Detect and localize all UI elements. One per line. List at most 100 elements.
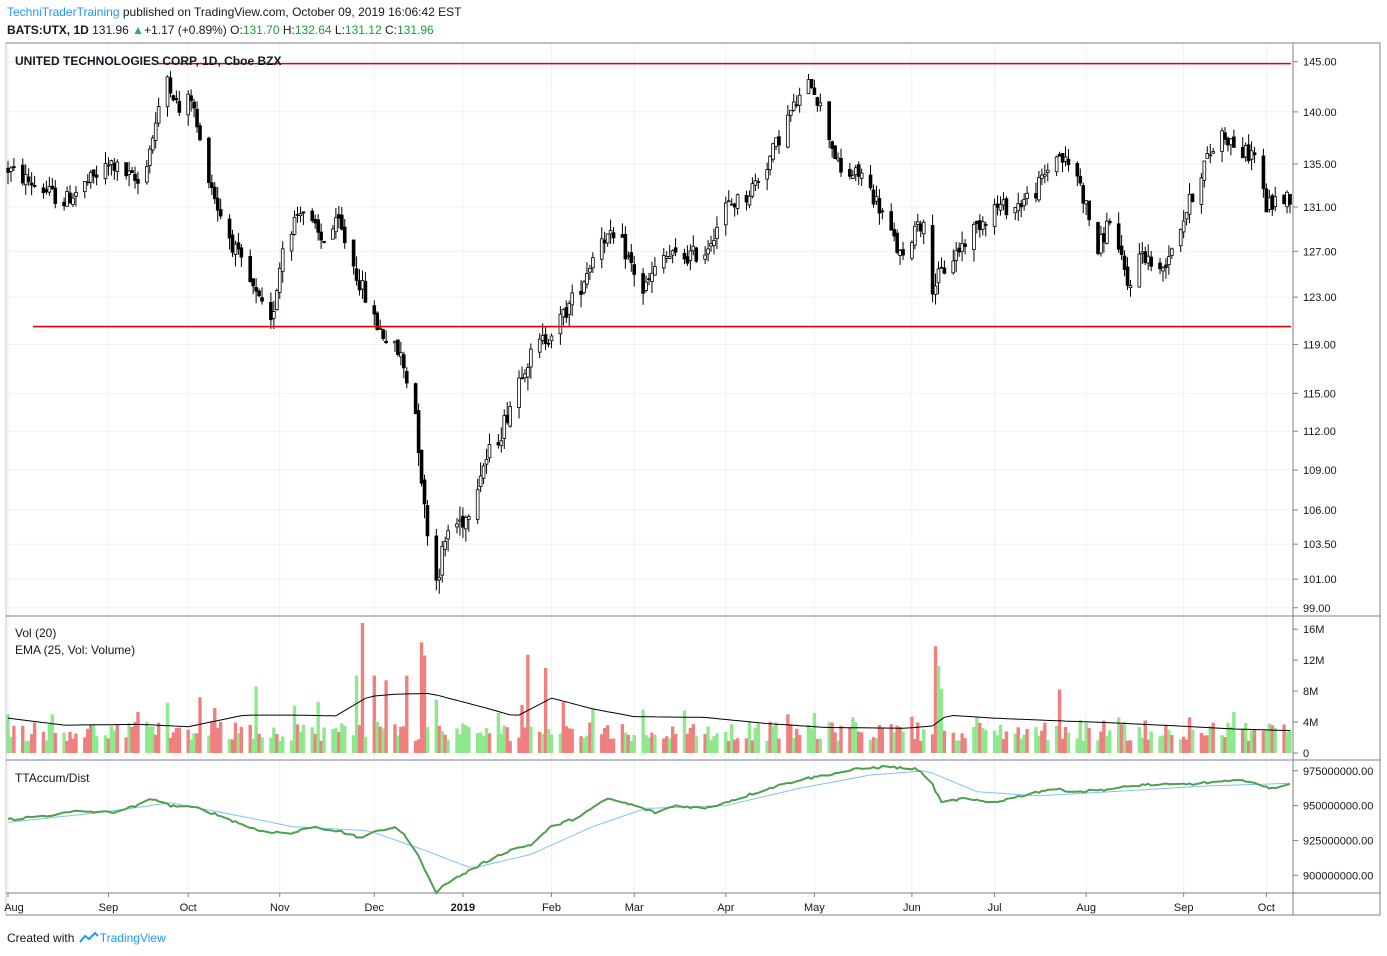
volume-bar	[1087, 728, 1091, 753]
candle-body	[1229, 138, 1233, 146]
candle-body	[1226, 137, 1230, 146]
candle-body	[877, 198, 882, 214]
candle-body	[567, 302, 572, 316]
candle-body	[313, 218, 318, 224]
candle-body	[298, 213, 303, 217]
volume-bar	[641, 709, 645, 753]
price-axis-label: 109.00	[1303, 465, 1337, 477]
candle-body	[322, 241, 326, 243]
volume-bar	[1102, 720, 1106, 753]
candle-body	[732, 203, 737, 208]
candle-body	[502, 415, 507, 439]
price-axis-label: 101.00	[1303, 574, 1337, 586]
candle-body	[94, 174, 99, 178]
candle-body	[570, 292, 574, 306]
volume-bar	[570, 728, 574, 753]
candle-body	[41, 187, 46, 194]
candle-body	[437, 576, 442, 581]
open-label: O:	[230, 23, 243, 37]
candle-body	[248, 256, 253, 282]
tradingview-link[interactable]: TradingView	[99, 931, 166, 945]
accum-dist-line	[7, 764, 1291, 895]
candle-body	[292, 216, 297, 235]
candle-body	[992, 204, 997, 227]
volume-bar	[995, 735, 1000, 753]
volume-bar	[334, 728, 338, 753]
candle-body	[978, 220, 982, 231]
volume-bar	[216, 727, 220, 753]
candle-body	[921, 221, 926, 235]
volume-bar	[425, 727, 430, 753]
candle-body	[729, 203, 734, 206]
volume-bar	[919, 740, 923, 753]
volume-bar	[464, 725, 468, 753]
price-axis-label: 103.50	[1303, 539, 1337, 551]
volume-bar	[561, 701, 566, 753]
candle-body	[859, 172, 864, 179]
volume-bar	[1184, 739, 1189, 753]
candle-body	[753, 180, 758, 186]
volume-bar	[89, 724, 93, 753]
volume-bar	[1078, 719, 1082, 753]
volume-bar	[1037, 735, 1041, 753]
candle-body	[198, 125, 202, 141]
volume-bar	[765, 740, 769, 753]
candle-body	[481, 465, 486, 479]
candle-body	[1146, 255, 1151, 264]
volume-bar	[942, 730, 947, 753]
candle-body	[499, 440, 504, 446]
candle-body	[954, 250, 959, 261]
candle-body	[195, 108, 199, 128]
volume-bar	[851, 717, 855, 753]
volume-bar	[207, 735, 211, 753]
time-axis-label: Oct	[180, 902, 197, 914]
candle-body	[1143, 251, 1148, 264]
volume-bar	[868, 739, 873, 753]
volume-bar	[1046, 740, 1050, 753]
candle-body	[1122, 255, 1127, 270]
volume-bar	[916, 722, 920, 753]
candle-body	[106, 164, 111, 167]
author-link[interactable]: TechniTraderTraining	[7, 5, 120, 19]
high-label: H:	[282, 23, 295, 37]
candle-body	[543, 334, 548, 345]
time-axis-label: Oct	[1258, 902, 1275, 914]
volume-bar	[523, 727, 527, 753]
candle-body	[726, 200, 731, 203]
candle-body	[443, 541, 447, 550]
candle-body	[537, 338, 542, 353]
volume-bar	[632, 735, 636, 753]
volume-bar	[156, 722, 161, 753]
candle-body	[334, 217, 338, 233]
volume-bar	[218, 721, 223, 753]
volume-bar	[600, 734, 604, 753]
candle-body	[342, 226, 347, 244]
accum-axis-label: 975000000.00	[1303, 766, 1373, 778]
candle-body	[1181, 220, 1186, 233]
publish-header: TechniTraderTraining published on Tradin…	[7, 5, 462, 19]
volume-bar	[1116, 717, 1121, 753]
volume-bar	[301, 724, 306, 753]
candle-body	[980, 221, 985, 230]
candle-body	[1246, 144, 1251, 162]
price-axis-label: 123.00	[1303, 292, 1337, 304]
volume-bar	[1167, 730, 1171, 753]
candle-body	[791, 101, 796, 111]
volume-bar	[481, 735, 486, 753]
volume-pane-title: Vol (20)	[15, 626, 56, 640]
volume-bar	[1108, 730, 1112, 753]
volume-bar	[540, 733, 545, 753]
candle-body	[771, 143, 775, 160]
volume-bar	[859, 732, 864, 753]
volume-bar	[257, 733, 261, 753]
candle-body	[212, 186, 217, 200]
candle-body	[892, 229, 896, 237]
candle-body	[71, 197, 75, 205]
volume-bar	[1288, 729, 1292, 753]
volume-axis: 16M 12M 8M 4M 0	[1293, 624, 1324, 760]
volume-bar	[1043, 722, 1047, 753]
candle-body	[1125, 266, 1130, 286]
volume-bar	[233, 722, 238, 753]
accum-axis-label: 900000000.00	[1303, 870, 1373, 882]
